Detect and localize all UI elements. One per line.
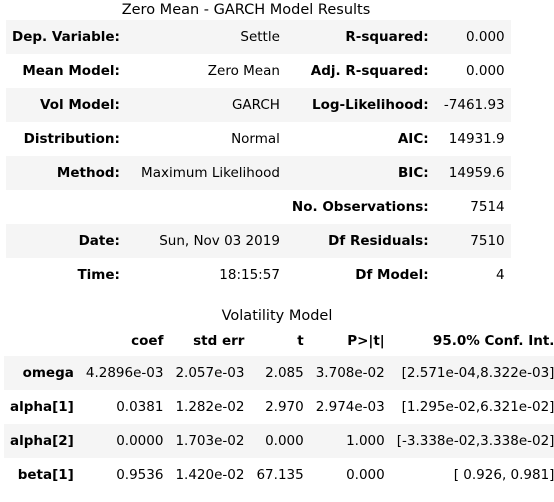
summary-value: 14931.9 <box>448 131 505 147</box>
summary-value: 7514 <box>470 199 505 215</box>
column-header: P>|t| <box>347 333 385 349</box>
summary-value: Settle <box>125 20 286 54</box>
summary-label: Vol Model: <box>6 88 126 122</box>
parameter-row: alpha[1] 0.0381 1.282e-02 2.970 2.974e-03 [1.… <box>4 390 554 424</box>
summary-label: Dep. Variable: <box>6 20 126 54</box>
parameter-row: omega 4.2896e-03 2.057e-03 2.085 3.708e-02 [2… <box>4 356 554 390</box>
parameter-name: beta[1] <box>17 467 74 483</box>
column-header: 95.0% Conf. Int. <box>432 333 554 349</box>
summary-row: Date: Sun, Nov 03 2019 Df Residuals: 7510 <box>6 224 511 258</box>
summary-label: Df Residuals: <box>285 224 435 258</box>
summary-label: Mean Model: <box>22 63 120 79</box>
summary-label: Distribution: <box>23 131 120 147</box>
summary-label: Date: <box>6 224 126 258</box>
model-summary-table: Dep. Variable: Settle R-squared: 0.000 Mean … <box>6 20 511 292</box>
stderr-cell: 2.057e-03 <box>169 356 251 390</box>
summary-label <box>6 190 126 224</box>
coef-cell: 0.0381 <box>116 399 164 415</box>
parameter-name: omega <box>4 356 80 390</box>
summary-value <box>126 190 286 224</box>
column-header <box>4 326 80 356</box>
coef-cell: 4.2896e-03 <box>79 356 170 390</box>
conf-int-cell: [2.571e-04,8.322e-03] <box>390 356 554 390</box>
t-stat-cell: 2.085 <box>250 356 310 390</box>
summary-row: Mean Model: Zero Mean Adj. R-squared: 0.000 <box>6 54 511 88</box>
t-stat-cell: 0.000 <box>250 424 310 458</box>
summary-row: No. Observations: 7514 <box>6 190 511 224</box>
column-header: std err <box>193 333 245 349</box>
p-value-cell: 0.000 <box>346 467 385 483</box>
conf-int-cell: [1.295e-02,6.321e-02] <box>401 399 554 415</box>
summary-value: -7461.93 <box>434 88 511 122</box>
summary-label: Time: <box>77 267 120 283</box>
parameter-name: alpha[2] <box>4 424 80 458</box>
summary-value: 0.000 <box>465 63 505 79</box>
summary-row: Method: Maximum Likelihood BIC: 14959.6 <box>6 156 511 190</box>
summary-value: Zero Mean <box>207 63 280 79</box>
summary-row: Distribution: Normal AIC: 14931.9 <box>6 122 511 156</box>
summary-value: 18:15:57 <box>219 267 280 283</box>
stderr-cell: 1.703e-02 <box>169 424 251 458</box>
conf-int-cell: [ 0.926, 0.981] <box>453 467 554 483</box>
summary-value: Sun, Nov 03 2019 <box>125 224 286 258</box>
summary-value: 0.000 <box>434 20 511 54</box>
summary-label: No. Observations: <box>291 199 429 215</box>
parameter-row: beta[1] 0.9536 1.420e-02 67.135 0.000 [ 0.926… <box>4 458 554 492</box>
p-value-cell: 2.974e-03 <box>315 399 385 415</box>
summary-value: GARCH <box>125 88 286 122</box>
column-header: t <box>297 333 304 349</box>
summary-row: Dep. Variable: Settle R-squared: 0.000 <box>6 20 511 54</box>
t-stat-cell: 67.135 <box>256 467 304 483</box>
summary-row: Vol Model: GARCH Log-Likelihood: -7461.93 <box>6 88 511 122</box>
volatility-caption: Volatility Model <box>221 308 333 324</box>
summary-value: 7510 <box>434 224 511 258</box>
parameter-row: alpha[2] 0.0000 1.703e-02 0.000 1.000 [-3.338… <box>4 424 554 458</box>
volatility-model-table: coef std err t P>|t| 95.0% Conf. Int. omega 4… <box>4 326 554 492</box>
summary-label: Adj. R-squared: <box>310 63 429 79</box>
coef-cell: 0.9536 <box>116 467 164 483</box>
summary-value: Normal <box>231 131 280 147</box>
summary-value: Maximum Likelihood <box>125 156 286 190</box>
summary-label: R-squared: <box>285 20 435 54</box>
summary-row: Time: 18:15:57 Df Model: 4 <box>6 258 511 292</box>
summary-label: AIC: <box>397 131 429 147</box>
summary-label: Method: <box>6 156 126 190</box>
p-value-cell: 1.000 <box>309 424 391 458</box>
coef-cell: 0.0000 <box>79 424 170 458</box>
summary-caption: Zero Mean - GARCH Model Results <box>121 2 371 18</box>
conf-int-cell: [-3.338e-02,3.338e-02] <box>390 424 554 458</box>
volatility-header-row: coef std err t P>|t| 95.0% Conf. Int. <box>4 326 554 356</box>
summary-value: 14959.6 <box>434 156 511 190</box>
parameter-name: alpha[1] <box>10 399 74 415</box>
summary-label: Df Model: <box>355 267 429 283</box>
t-stat-cell: 2.970 <box>265 399 304 415</box>
stderr-cell: 1.420e-02 <box>175 467 245 483</box>
column-header: coef <box>131 333 164 349</box>
p-value-cell: 3.708e-02 <box>309 356 391 390</box>
summary-value: 4 <box>496 267 505 283</box>
summary-label: Log-Likelihood: <box>285 88 435 122</box>
stderr-cell: 1.282e-02 <box>175 399 245 415</box>
summary-label: BIC: <box>285 156 435 190</box>
